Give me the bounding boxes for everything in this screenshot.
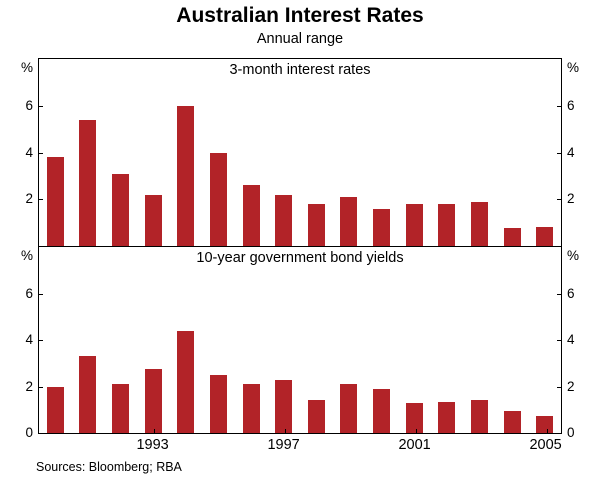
bar-1990 bbox=[46, 386, 64, 433]
ytick-label-right-0: 0 bbox=[567, 425, 575, 440]
ytick-mark-left-2 bbox=[39, 199, 43, 201]
ytick-label-left-4: 4 bbox=[25, 332, 33, 347]
bar-2004 bbox=[503, 410, 521, 433]
bar-1998 bbox=[307, 203, 325, 246]
bar-1994 bbox=[177, 330, 195, 433]
xtick-mark-2001 bbox=[415, 429, 417, 433]
ytick-mark-right-2 bbox=[557, 386, 561, 388]
bar-1994 bbox=[177, 105, 195, 246]
bar-2003 bbox=[470, 201, 488, 246]
xtick-label-1997: 1997 bbox=[267, 437, 300, 453]
bar-1992 bbox=[112, 384, 130, 433]
ytick-mark-left-4 bbox=[39, 152, 43, 154]
bar-2001 bbox=[405, 203, 423, 246]
chart-subtitle: Annual range bbox=[256, 31, 344, 47]
unit-label-right: % bbox=[567, 248, 580, 263]
ytick-label-left-4: 4 bbox=[25, 144, 33, 160]
bar-1997 bbox=[275, 379, 293, 433]
bar-2002 bbox=[438, 401, 456, 433]
panel-bond-yields: 10-year government bond yields 0 0 2 2 4 4 6 6%… bbox=[21, 247, 579, 440]
bar-2000 bbox=[373, 388, 391, 433]
x-axis: 1993 1997 2001 2005 bbox=[38, 436, 562, 456]
xtick-mark-1997 bbox=[284, 429, 286, 433]
ytick-label-right-4: 4 bbox=[567, 332, 575, 347]
ytick-label-right-2: 2 bbox=[567, 191, 575, 207]
bar-1993 bbox=[144, 194, 162, 246]
xtick-label-2001: 2001 bbox=[398, 437, 431, 453]
xtick-mark-1993 bbox=[153, 429, 155, 433]
bar-2004 bbox=[503, 228, 521, 246]
source-note: Sources: Bloomberg; RBA bbox=[36, 460, 182, 474]
ytick-label-right-2: 2 bbox=[567, 378, 575, 394]
bar-1993 bbox=[144, 369, 162, 433]
bar-1991 bbox=[79, 119, 97, 246]
bar-1995 bbox=[209, 152, 227, 246]
unit-label-left: % bbox=[20, 248, 33, 263]
bar-1991 bbox=[79, 356, 97, 433]
bar-1995 bbox=[209, 374, 227, 433]
chart-title: Australian Interest Rates bbox=[176, 4, 424, 27]
bar-1998 bbox=[307, 400, 325, 433]
panel-title-3-month: 3-month interest rates bbox=[229, 62, 371, 78]
bar-1996 bbox=[242, 185, 260, 246]
bar-2002 bbox=[438, 203, 456, 246]
panel-3-month-rates: 3-month interest rates 2 2 4 4 6 6%% bbox=[21, 58, 579, 247]
ytick-mark-left-2 bbox=[39, 386, 43, 388]
bar-1997 bbox=[275, 194, 293, 246]
ytick-label-left-6: 6 bbox=[25, 285, 33, 301]
ytick-mark-right-6 bbox=[557, 293, 561, 295]
ytick-label-left-6: 6 bbox=[25, 97, 33, 113]
ytick-label-left-2: 2 bbox=[25, 378, 33, 394]
bar-2000 bbox=[373, 208, 391, 246]
bar-1999 bbox=[340, 384, 358, 433]
ytick-mark-right-6 bbox=[557, 105, 561, 107]
bar-2005 bbox=[536, 415, 554, 433]
unit-label-right: % bbox=[567, 60, 580, 75]
ytick-mark-right-4 bbox=[557, 340, 561, 341]
bar-1990 bbox=[46, 157, 64, 246]
bar-1992 bbox=[112, 173, 130, 246]
ytick-label-right-6: 6 bbox=[567, 285, 575, 301]
bar-2003 bbox=[470, 400, 488, 433]
ytick-label-right-4: 4 bbox=[567, 144, 575, 160]
ytick-label-left-2: 2 bbox=[25, 191, 33, 207]
ytick-mark-left-4 bbox=[39, 340, 43, 341]
ytick-mark-left-6 bbox=[39, 293, 43, 295]
ytick-mark-right-4 bbox=[557, 152, 561, 154]
bar-2005 bbox=[536, 227, 554, 246]
ytick-mark-left-6 bbox=[39, 105, 43, 107]
ytick-mark-right-2 bbox=[557, 199, 561, 201]
ytick-label-left-0: 0 bbox=[25, 425, 33, 440]
bar-2001 bbox=[405, 402, 423, 433]
panel-title-bond-yields: 10-year government bond yields bbox=[196, 250, 404, 266]
unit-label-left: % bbox=[20, 60, 33, 75]
xtick-label-2005: 2005 bbox=[529, 437, 562, 453]
ytick-label-right-6: 6 bbox=[567, 97, 575, 113]
xtick-mark-2005 bbox=[546, 429, 548, 433]
bar-1996 bbox=[242, 384, 260, 433]
xtick-label-1993: 1993 bbox=[136, 437, 169, 453]
bar-1999 bbox=[340, 196, 358, 246]
